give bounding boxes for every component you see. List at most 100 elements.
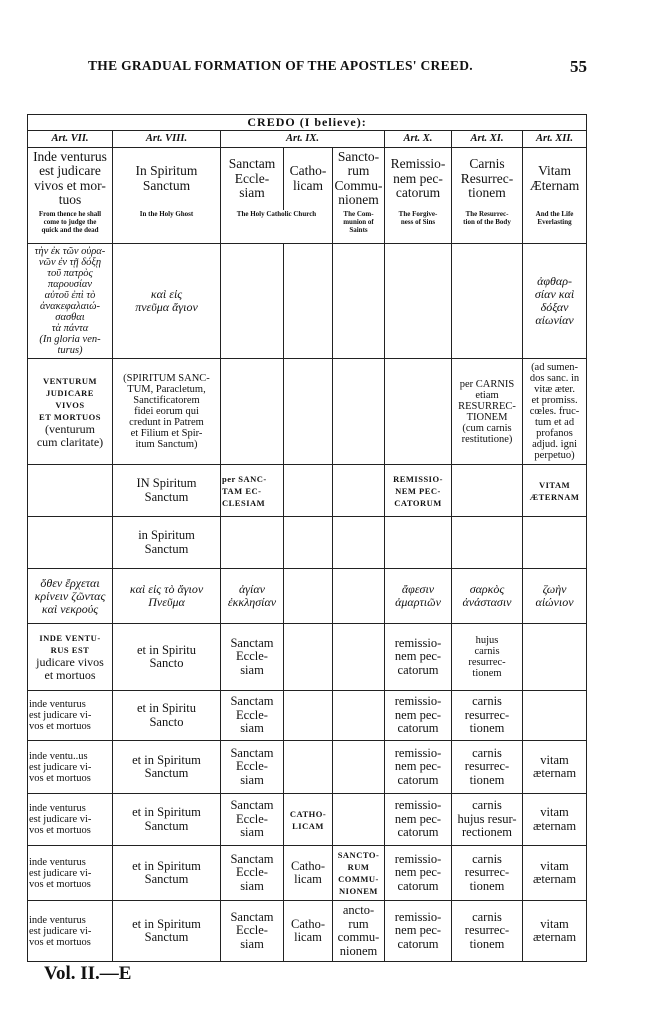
table-cell: IN Spiritum Sanctum [112,464,221,517]
table-cell: ancto- rum commu- nionem [332,900,385,962]
cell-text: Catho- licam [290,916,326,944]
cell-text: καὶ εἰς πνεῦμα ἅγιον [135,287,198,314]
table-cell: καὶ εἰς πνεῦμα ἅγιον [112,243,221,359]
table-cell [283,740,333,794]
table-cell [332,464,385,517]
cell-text: hujus carnis resurrec- tionem [468,635,506,679]
table-cell [283,568,333,624]
table-row: inde venturus est judicare vi- vos et mo… [27,845,588,901]
cell-text: et in Spiritum Sanctum [132,805,201,833]
table-cell: Catho- licam [283,900,333,962]
volume-signature: Vol. II.—E [44,963,132,984]
table-cell [27,516,113,569]
table-cell [27,464,113,517]
cell-text: VITAM ÆTERNAM [529,479,580,502]
cell-text: ἄφεσιν ἁμαρτιῶν [395,582,441,609]
cell-text: carnis resurrec- tionem [464,851,510,893]
table-cell: per SANC- TAM EC- CLESIAM [220,464,284,517]
cell-text: et in Spiritum Sanctum [132,752,201,780]
table-cell: inde ventu..us est judicare vi- vos et m… [27,740,113,794]
table-cell [332,568,385,624]
table-cell [283,243,333,359]
table-cell [332,516,385,569]
table-cell: Sanctam Eccle- siam [220,793,284,846]
table-cell [384,243,452,359]
table-cell [451,243,523,359]
article-header: Art. XI. [451,130,523,148]
table-cell: Sanctam Eccle- siam [220,623,284,691]
cell-text: remissio- nem pec- catorum [394,909,442,951]
cell-text: ἀφθαρ- σίαν καὶ δόξαν αἰωνίαν [534,274,575,327]
article-header: Art. XII. [521,130,588,148]
table-row: inde ventu..us est judicare vi- vos et m… [27,740,588,794]
cell-text: remissio- nem pec- catorum [394,745,442,787]
cell-text: et in Spiritu Sancto [136,642,197,670]
table-cell: vitam æternam [521,845,588,901]
table-cell [332,243,385,359]
cell-text: (ad sumen- dos sanc. in vitæ æter. et pr… [529,362,580,461]
table-cell: (SPIRITUM SANC- TUM, Paracletum, Sanctif… [112,358,221,465]
cell-text: CATHO- LICAM [289,808,327,831]
cell-text: inde venturus est judicare vi- vos et mo… [29,803,92,836]
table-cell: carnis resurrec- tionem [451,690,523,741]
cell-text: carnis resurrec- tionem [464,745,510,787]
table-cell: σαρκὸς ἀνάστασιν [451,568,523,624]
table-cell [384,516,452,569]
latin-heading-row: Inde venturus est judicare vivos et mor-… [27,147,588,210]
table-cell: remissio- nem pec- catorum [384,623,452,691]
table-cell: ἁγίαν ἐκκλησίαν [220,568,284,624]
table-cell: INDE VENTU- RUS EST judicare vivos et mor… [27,623,113,691]
cell-text: ἁγίαν ἐκκλησίαν [227,582,277,609]
table-cell [283,358,333,465]
table-cell [220,243,284,359]
cell-text: Catho- licam [290,858,326,886]
table-cell: inde venturus est judicare vi- vos et mo… [27,793,113,846]
table-cell: (ad sumen- dos sanc. in vitæ æter. et pr… [521,358,588,465]
english-translation: And the Life Everlasting [521,209,588,244]
cell-text: inde ventu..us est judicare vi- vos et m… [29,750,92,784]
table-cell: remissio- nem pec- catorum [384,740,452,794]
cell-text: Sanctam Eccle- siam [230,745,274,787]
article-header: Art. VIII. [112,130,221,148]
table-cell [521,516,588,569]
cell-text: σαρκὸς ἀνάστασιν [462,582,512,609]
table-cell: carnis resurrec- tionem [451,900,523,962]
cell-text: per CARNIS etiam RESURREC- TIONEM (cum c… [458,378,516,445]
table-cell: vitam æternam [521,900,588,962]
table-cell: carnis resurrec- tionem [451,845,523,901]
english-translation: The Holy Catholic Church [220,209,333,244]
cell-text: Sanctam Eccle- siam [230,694,274,736]
latin-heading: In Spiritum Sanctum [112,147,221,210]
table-cell [220,516,284,569]
cell-text: Sanctam Eccle- siam [230,909,274,951]
latin-heading: Sanctam Eccle- siam [220,147,284,210]
article-header: Art. X. [384,130,452,148]
cell-text-continued: judicare vivos et mortuos [36,655,104,682]
table-cell: per CARNIS etiam RESURREC- TIONEM (cum c… [451,358,523,465]
table-cell: inde venturus est judicare vi- vos et mo… [27,900,113,962]
table-row: inde venturus est judicare vi- vos et mo… [27,793,588,846]
table-cell: VITAM ÆTERNAM [521,464,588,517]
english-translation: The Resurrec- tion of the Body [451,209,523,244]
table-cell: CATHO- LICAM [283,793,333,846]
cell-text: Sanctam Eccle- siam [230,851,274,893]
table-cell [283,464,333,517]
table-cell: et in Spiritum Sanctum [112,900,221,962]
table-cell: remissio- nem pec- catorum [384,845,452,901]
cell-text: remissio- nem pec- catorum [394,851,442,893]
cell-text: et in Spiritum Sanctum [132,916,201,944]
cell-text: per SANC- TAM EC- CLESIAM [222,473,267,508]
table-cell: et in Spiritu Sancto [112,690,221,741]
table-cell: VENTURUM JUDICARE VIVOS ET MORTUOS (ventu… [27,358,113,465]
cell-text: (SPIRITUM SANC- TUM, Paracletum, Sanctif… [123,373,210,450]
table-cell: et in Spiritum Sanctum [112,740,221,794]
table-cell: remissio- nem pec- catorum [384,793,452,846]
table-cell: ἀφθαρ- σίαν καὶ δόξαν αἰωνίαν [521,243,588,359]
table-cell: hujus carnis resurrec- tionem [451,623,523,691]
table-row: IN Spiritum Sanctum per SANC- TAM EC- CLE… [27,464,588,517]
table-row: inde venturus est judicare vi- vos et mo… [27,900,588,962]
cell-text: in Spiritum Sanctum [138,528,195,556]
running-head: THE GRADUAL FORMATION OF THE APOSTLES' C… [88,58,473,73]
english-translation: In the Holy Ghost [112,209,221,244]
table-cell: ὅθεν ἔρχεται κρίνειν ζῶντας καὶ νεκρούς [27,568,113,624]
